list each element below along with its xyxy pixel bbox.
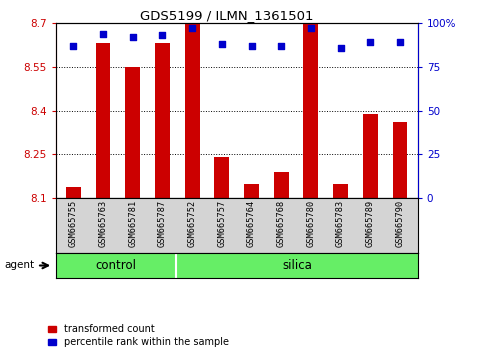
Bar	[393, 122, 407, 198]
Bar	[333, 184, 348, 198]
Text: GSM665783: GSM665783	[336, 199, 345, 247]
Point	[188, 25, 196, 31]
Bar	[125, 67, 140, 198]
Bar	[303, 23, 318, 198]
Text: GSM665755: GSM665755	[69, 199, 78, 247]
Point	[307, 25, 315, 31]
Point	[218, 41, 226, 47]
Bar	[214, 157, 229, 198]
Text: GSM665790: GSM665790	[396, 199, 404, 247]
Point	[99, 31, 107, 36]
Text: GSM665781: GSM665781	[128, 199, 137, 247]
Text: GSM665764: GSM665764	[247, 199, 256, 247]
Text: GDS5199 / ILMN_1361501: GDS5199 / ILMN_1361501	[140, 9, 314, 22]
Bar	[274, 172, 289, 198]
Point	[158, 33, 166, 38]
Legend: transformed count, percentile rank within the sample: transformed count, percentile rank withi…	[48, 325, 229, 347]
Bar	[363, 114, 378, 198]
Text: GSM665768: GSM665768	[277, 199, 286, 247]
Text: agent: agent	[5, 261, 35, 270]
Point	[337, 45, 344, 50]
Point	[248, 43, 256, 48]
Text: GSM665757: GSM665757	[217, 199, 227, 247]
Point	[396, 39, 404, 45]
Text: GSM665780: GSM665780	[306, 199, 315, 247]
Point	[277, 43, 285, 48]
Text: GSM665787: GSM665787	[158, 199, 167, 247]
Text: GSM665789: GSM665789	[366, 199, 375, 247]
Bar	[96, 44, 111, 198]
Text: control: control	[96, 259, 136, 272]
Bar	[185, 23, 199, 198]
Text: GSM665752: GSM665752	[187, 199, 197, 247]
Bar	[66, 187, 81, 198]
Text: silica: silica	[282, 259, 312, 272]
Bar	[155, 44, 170, 198]
Point	[70, 43, 77, 48]
Point	[367, 39, 374, 45]
Point	[129, 34, 137, 40]
Bar	[244, 184, 259, 198]
Text: GSM665763: GSM665763	[99, 199, 108, 247]
